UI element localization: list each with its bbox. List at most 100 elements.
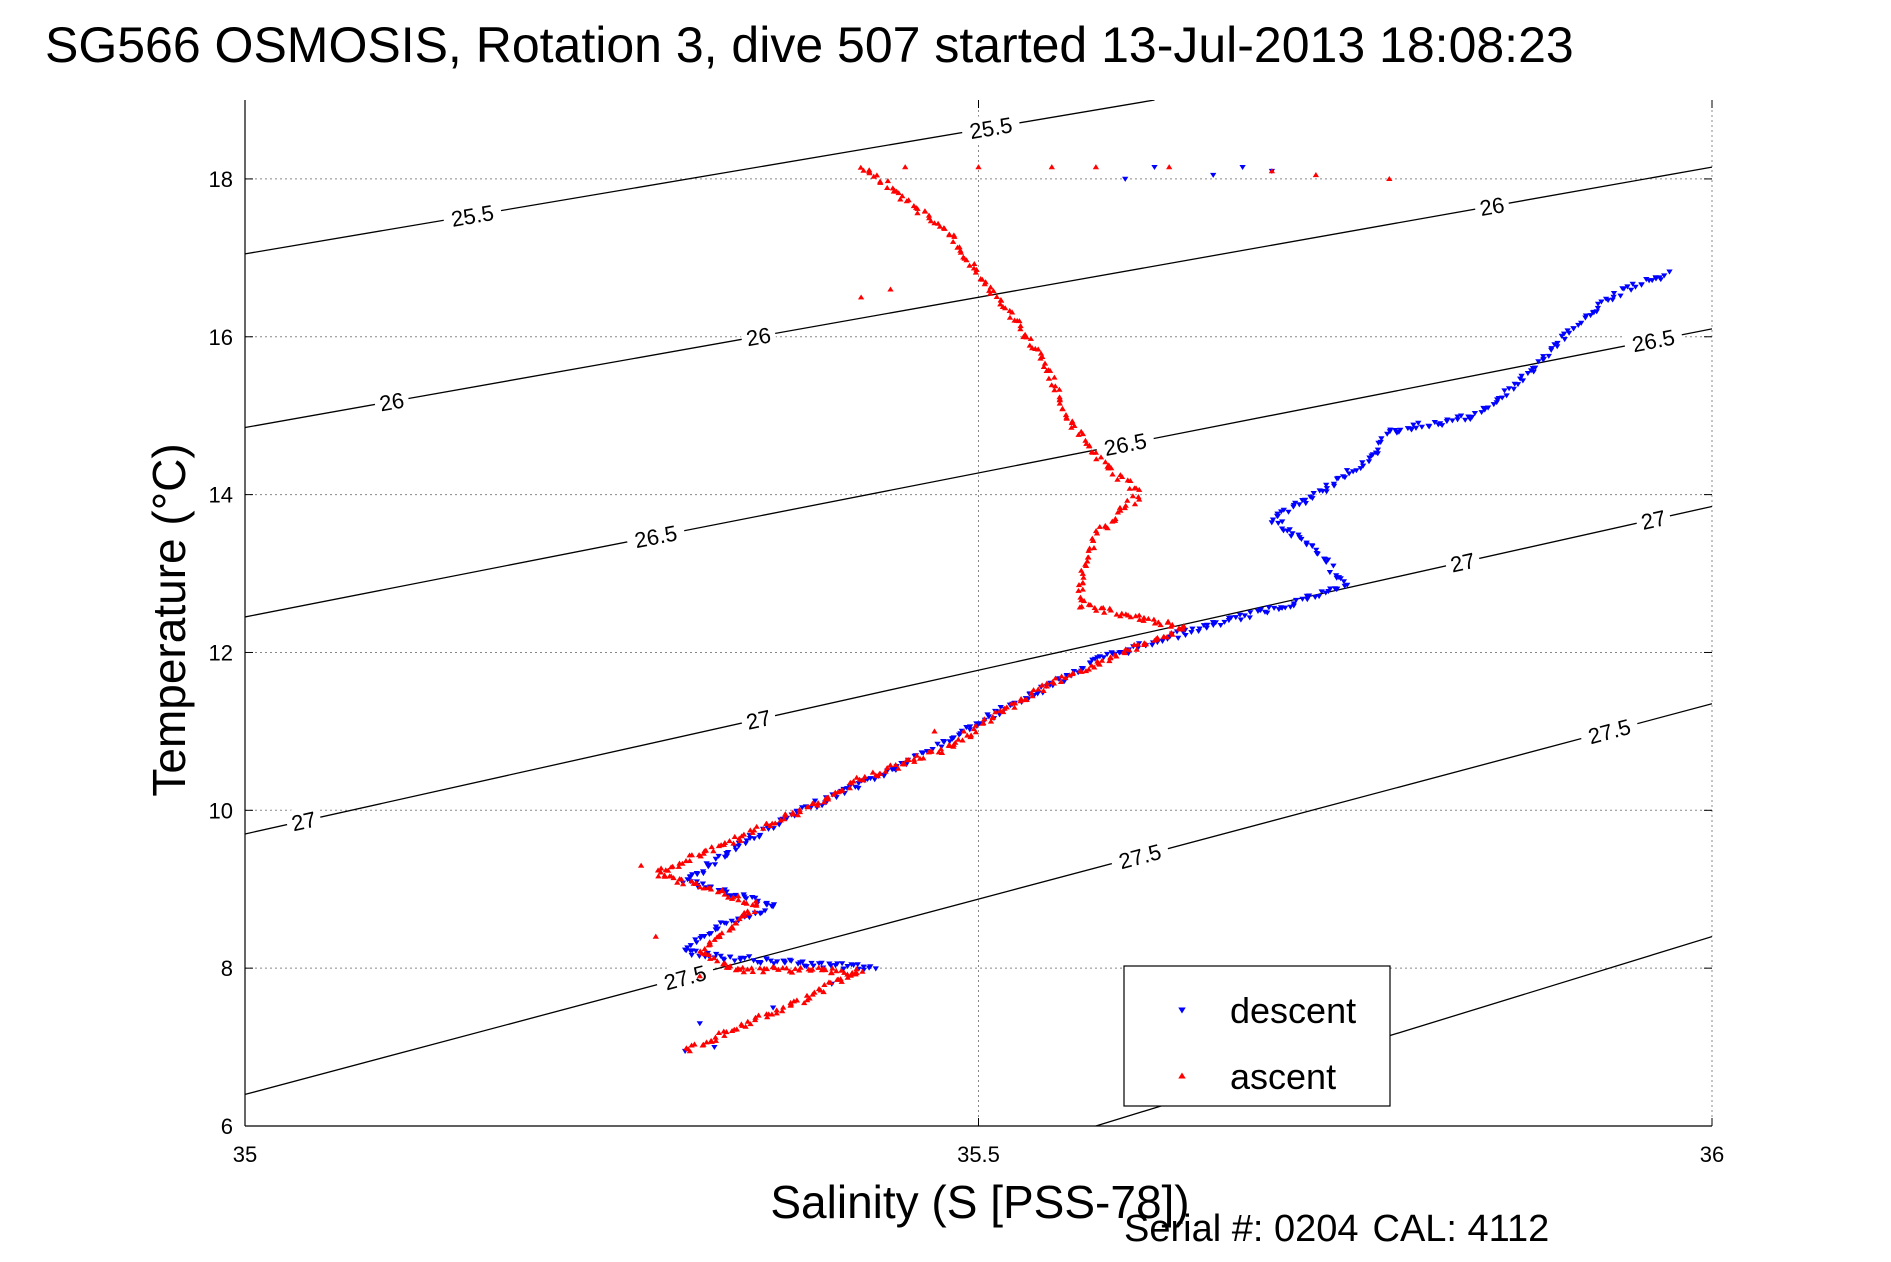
data-point-ascent (725, 894, 732, 900)
data-point-descent (1078, 665, 1086, 671)
contour-label-bg (653, 957, 717, 998)
data-point-ascent (1076, 604, 1084, 610)
data-point-ascent (970, 265, 978, 271)
axis-ticks: 35 35.5 36 6 8 10 12 14 16 18 (209, 100, 1724, 1167)
data-point-ascent (1082, 561, 1089, 567)
data-point-descent (1204, 622, 1211, 628)
data-point-descent (1620, 286, 1628, 292)
data-point-descent (1349, 469, 1357, 475)
data-point-ascent (736, 835, 743, 841)
data-point-ascent (1098, 657, 1106, 663)
data-point-descent (719, 956, 727, 962)
data-point-descent (1103, 651, 1111, 657)
data-point-ascent (972, 729, 980, 735)
data-point-descent (1412, 425, 1420, 431)
data-point-descent (1378, 436, 1385, 442)
contour-label-bg (1577, 711, 1641, 752)
data-point-ascent (911, 758, 918, 764)
data-point-descent (1326, 569, 1334, 576)
data-point-ascent (744, 966, 751, 972)
data-point-descent (1330, 481, 1338, 487)
data-point-descent (1449, 418, 1456, 424)
data-point-ascent (1177, 626, 1184, 632)
data-point-descent (1598, 299, 1605, 305)
data-point-ascent (876, 770, 884, 776)
data-point-ascent (884, 184, 891, 190)
data-point-ascent (1180, 623, 1187, 629)
data-point-ascent (1027, 335, 1035, 341)
data-point-descent (1408, 427, 1415, 433)
data-point-ascent (1000, 709, 1007, 715)
data-point-descent (741, 894, 748, 900)
data-point-descent (1505, 386, 1513, 392)
data-point-descent (984, 712, 991, 718)
data-point-descent (1503, 393, 1510, 399)
data-point-ascent (744, 1018, 751, 1024)
data-point-descent (934, 741, 941, 747)
data-point-ascent (946, 232, 953, 238)
data-point-descent (1554, 340, 1561, 346)
legend-label-descent: descent (1230, 990, 1356, 1031)
data-point-ascent (741, 913, 748, 919)
data-point-ascent (971, 261, 978, 267)
data-point-ascent (1136, 616, 1143, 622)
data-point-ascent (897, 196, 904, 202)
data-point-ascent (682, 858, 690, 864)
data-point-ascent (857, 294, 865, 300)
data-point-ascent (859, 968, 866, 974)
series-ascent (637, 164, 1393, 1054)
data-point-descent (1239, 165, 1246, 170)
data-point-ascent (1050, 680, 1058, 686)
data-point-ascent (1078, 668, 1085, 674)
x-axis-label: Salinity (S [PSS-78]) (770, 1176, 1190, 1228)
data-point-descent (1335, 475, 1342, 481)
data-point-descent (1210, 172, 1217, 178)
data-point-ascent (742, 1023, 749, 1029)
data-point-ascent (937, 746, 945, 752)
data-point-ascent (710, 955, 718, 961)
data-point-ascent (1052, 675, 1059, 681)
data-point-descent (1490, 402, 1497, 408)
data-point-descent (1372, 450, 1380, 456)
data-point-ascent (1011, 704, 1018, 710)
data-point-descent (1322, 590, 1329, 596)
data-point-ascent (691, 1041, 698, 1047)
data-point-ascent (736, 916, 743, 922)
data-point-descent (1284, 528, 1291, 534)
data-point-ascent (957, 249, 965, 255)
data-point-ascent (1040, 363, 1048, 370)
data-point-ascent (1107, 654, 1114, 660)
data-point-ascent (827, 970, 835, 976)
data-point-descent (767, 958, 774, 964)
data-point-descent (1524, 370, 1532, 377)
data-point-ascent (730, 894, 737, 900)
data-point-descent (769, 1005, 777, 1011)
data-point-ascent (688, 852, 696, 858)
x-tick-label: 36 (1700, 1142, 1724, 1167)
data-point-ascent (972, 722, 979, 728)
data-point-descent (1285, 509, 1292, 515)
data-point-ascent (761, 965, 768, 971)
data-point-ascent (719, 887, 726, 893)
contour-label-bg (1633, 503, 1673, 536)
data-point-descent (1323, 486, 1331, 492)
data-point-descent (737, 957, 744, 963)
data-point-descent (1540, 356, 1547, 362)
data-point-descent (1265, 605, 1273, 611)
contour-label-bg (960, 110, 1022, 146)
data-point-ascent (1093, 456, 1100, 462)
contour-label-bg (284, 804, 324, 838)
data-point-ascent (1136, 612, 1143, 618)
data-point-descent (838, 961, 846, 967)
data-point-ascent (1113, 611, 1120, 617)
data-point-ascent (1091, 664, 1098, 670)
data-point-ascent (1124, 477, 1131, 483)
data-point-descent (855, 785, 862, 791)
data-point-descent (692, 948, 700, 954)
y-axis-label: Temperature (°C) (143, 443, 195, 797)
data-point-ascent (815, 964, 822, 970)
data-point-ascent (720, 841, 728, 847)
plot-area (245, 100, 1712, 1126)
data-point-descent (693, 870, 700, 877)
data-point-ascent (1091, 605, 1098, 611)
